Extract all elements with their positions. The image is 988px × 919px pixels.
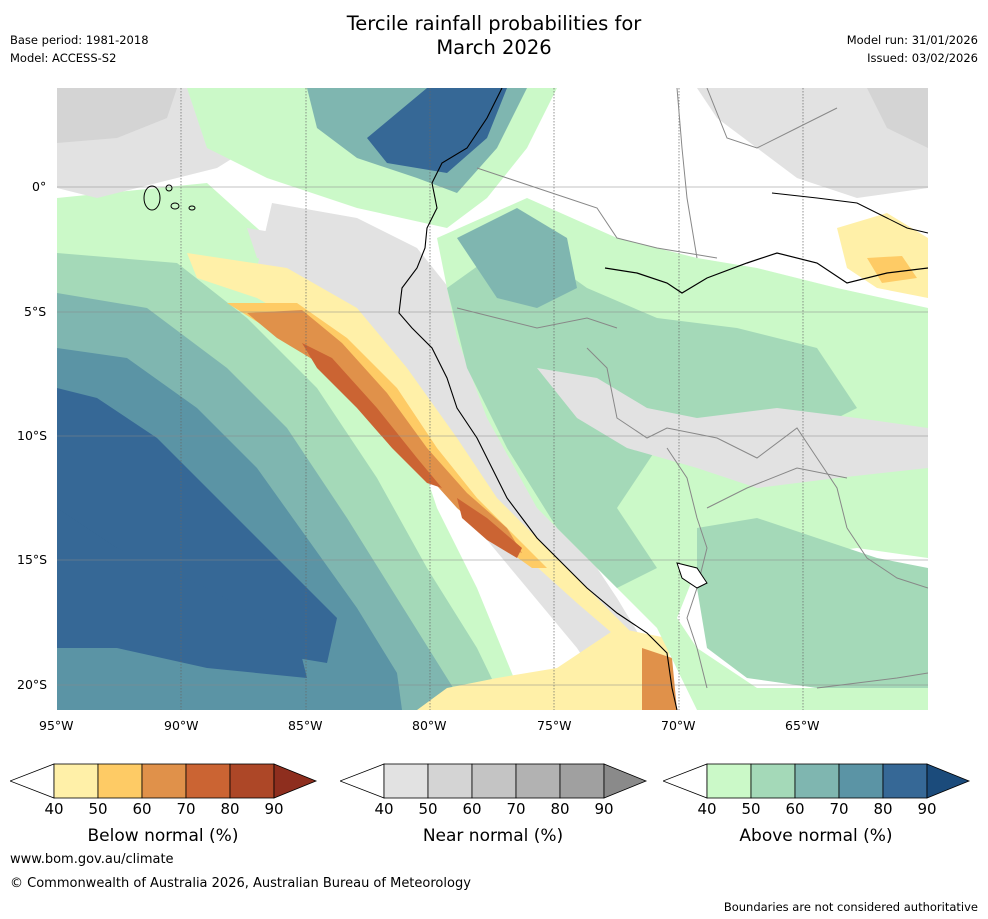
colorbar-below-swatch bbox=[97, 763, 143, 799]
colorbar-near-swatch bbox=[559, 763, 605, 799]
base-period: Base period: 1981-2018 bbox=[10, 33, 149, 47]
colorbar-below-swatch bbox=[53, 763, 99, 799]
footer-copyright: © Commonwealth of Australia 2026, Austra… bbox=[10, 876, 471, 891]
near-normal-land-3 bbox=[867, 88, 928, 148]
above-normal-land-60 bbox=[457, 208, 577, 308]
colorbar-above-swatch bbox=[794, 763, 840, 799]
lon-label-70w: 70°W bbox=[661, 718, 696, 733]
title-line-2: March 2026 bbox=[436, 36, 552, 59]
colorbar-above-swatch bbox=[706, 763, 752, 799]
above-normal-north-80 bbox=[367, 88, 507, 173]
colorbar-above-swatch bbox=[838, 763, 884, 799]
lake-titicaca bbox=[676, 562, 708, 589]
colorbar-below-normal bbox=[8, 763, 320, 803]
below-normal-60 bbox=[247, 310, 522, 553]
lat-label-20s: 20°S bbox=[17, 677, 48, 692]
galapagos-islands bbox=[143, 184, 196, 211]
footer-url[interactable]: www.bom.gov.au/climate bbox=[10, 852, 174, 867]
coastline bbox=[398, 88, 678, 710]
colorbar-below-extend-low bbox=[8, 763, 55, 799]
lat-label-0: 0° bbox=[32, 179, 47, 194]
colorbar-above-tick: 90 bbox=[917, 800, 937, 818]
below-normal-40 bbox=[187, 253, 647, 648]
colorbar-below-swatch bbox=[141, 763, 187, 799]
colorbar-near-swatch bbox=[427, 763, 473, 799]
lon-label-85w: 85°W bbox=[288, 718, 323, 733]
title-line-1: Tercile rainfall probabilities for bbox=[346, 12, 642, 35]
colorbar-near-tick: 50 bbox=[418, 800, 438, 818]
lon-label-80w: 80°W bbox=[412, 718, 447, 733]
above-normal-ocean-80b bbox=[57, 508, 307, 678]
colorbar-below-tick: 60 bbox=[132, 800, 152, 818]
colorbar-near-extend-low bbox=[338, 763, 385, 799]
model-name: Model: ACCESS-S2 bbox=[10, 51, 117, 65]
colorbar-below-swatch bbox=[229, 763, 275, 799]
colorbar-above-tick: 80 bbox=[873, 800, 893, 818]
colorbar-above-tick: 40 bbox=[697, 800, 717, 818]
below-normal-northeast-50 bbox=[867, 256, 917, 283]
below-normal-southeast-40 bbox=[417, 628, 677, 710]
footer-disclaimer: Boundaries are not considered authoritat… bbox=[723, 900, 978, 914]
colorbar-near-tick: 80 bbox=[550, 800, 570, 818]
lon-label-90w: 90°W bbox=[164, 718, 199, 733]
lon-label-75w: 75°W bbox=[537, 718, 572, 733]
lon-label-65w: 65°W bbox=[785, 718, 820, 733]
latitude-lines bbox=[57, 186, 928, 686]
colorbar-near-tick: 40 bbox=[374, 800, 394, 818]
colorbar-above-swatch bbox=[882, 763, 928, 799]
colorbar-below-tick: 40 bbox=[44, 800, 64, 818]
colorbar-above-title: Above normal (%) bbox=[739, 826, 893, 846]
colorbar-near-tick: 70 bbox=[506, 800, 526, 818]
colorbar-near-tick: 60 bbox=[462, 800, 482, 818]
country-borders bbox=[456, 88, 928, 689]
below-normal-70 bbox=[302, 343, 442, 488]
map-title: Tercile rainfall probabilities for March… bbox=[0, 12, 988, 60]
lat-label-10s: 10°S bbox=[17, 428, 48, 443]
colorbar-above-tick: 60 bbox=[785, 800, 805, 818]
colorbar-above-swatch bbox=[750, 763, 796, 799]
model-run: Model run: 31/01/2026 bbox=[846, 33, 978, 47]
colorbar-below-extend-high bbox=[273, 763, 318, 799]
colorbar-near-tick: 90 bbox=[594, 800, 614, 818]
colorbar-above-normal bbox=[661, 763, 973, 803]
colorbar-below-tick: 70 bbox=[176, 800, 196, 818]
near-normal-land-1 bbox=[537, 368, 928, 488]
near-normal-north-west-50 bbox=[57, 88, 177, 143]
colorbar-below-title: Below normal (%) bbox=[87, 826, 239, 846]
colorbar-near-title: Near normal (%) bbox=[422, 826, 564, 846]
colorbar-near-swatch bbox=[383, 763, 429, 799]
lat-label-5s: 5°S bbox=[24, 304, 47, 319]
lat-label-15s: 15°S bbox=[17, 552, 48, 567]
colorbar-below-tick: 50 bbox=[88, 800, 108, 818]
probability-map bbox=[57, 88, 928, 710]
colorbar-below-swatch bbox=[185, 763, 231, 799]
colorbar-near-normal bbox=[338, 763, 650, 803]
colorbar-near-swatch bbox=[515, 763, 561, 799]
colorbar-above-extend-high bbox=[926, 763, 971, 799]
colorbar-near-extend-high bbox=[603, 763, 648, 799]
colorbar-above-tick: 70 bbox=[829, 800, 849, 818]
below-normal-70b bbox=[457, 498, 522, 558]
lon-label-95w: 95°W bbox=[39, 718, 74, 733]
colorbar-below-tick: 80 bbox=[220, 800, 240, 818]
colorbar-above-extend-low bbox=[661, 763, 708, 799]
colorbar-above-tick: 50 bbox=[741, 800, 761, 818]
colorbar-below-tick: 90 bbox=[264, 800, 284, 818]
near-normal-land-2 bbox=[697, 88, 928, 198]
near-normal-land-4 bbox=[247, 228, 337, 268]
colorbar-near-swatch bbox=[471, 763, 517, 799]
rio-negro bbox=[771, 192, 928, 234]
issued-date: Issued: 03/02/2026 bbox=[867, 51, 978, 65]
amazon-river bbox=[604, 252, 928, 294]
